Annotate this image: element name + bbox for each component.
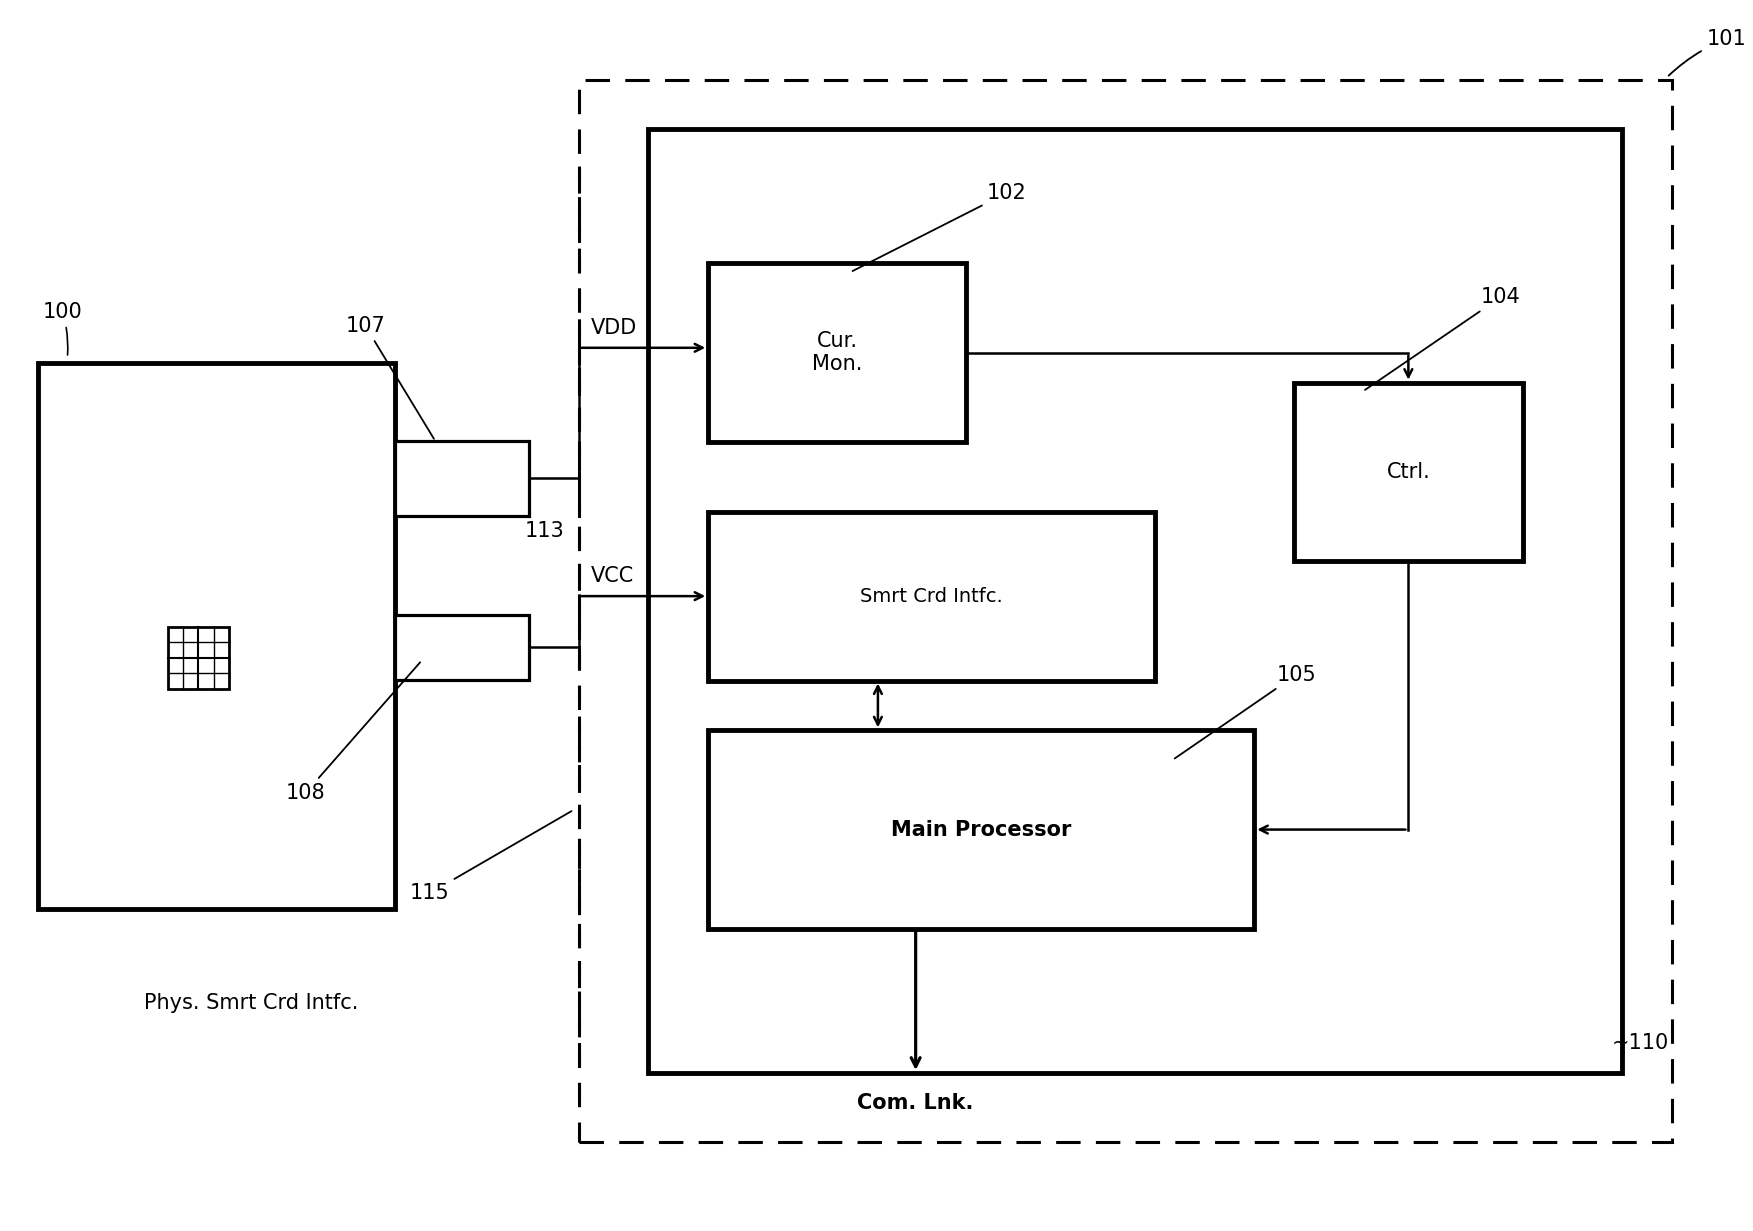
Text: 100: 100: [42, 302, 82, 355]
Text: 113: 113: [524, 521, 564, 540]
Text: ~110: ~110: [1613, 1033, 1669, 1053]
Text: 102: 102: [852, 182, 1027, 271]
Text: 104: 104: [1366, 287, 1520, 390]
Text: 115: 115: [410, 811, 571, 904]
Text: Cur.
Mon.: Cur. Mon.: [812, 331, 862, 374]
Bar: [37, 363, 394, 908]
Bar: [394, 616, 529, 680]
Text: Smrt Crd Intfc.: Smrt Crd Intfc.: [861, 587, 1003, 606]
Text: 101: 101: [1669, 28, 1746, 75]
Text: Ctrl.: Ctrl.: [1387, 462, 1430, 483]
Text: VDD: VDD: [591, 318, 636, 337]
Bar: [708, 263, 966, 442]
Text: Com. Lnk.: Com. Lnk.: [857, 1093, 975, 1113]
Text: 105: 105: [1175, 665, 1317, 758]
Text: VCC: VCC: [591, 566, 635, 586]
Bar: [168, 627, 230, 688]
Text: 108: 108: [286, 662, 421, 803]
Text: Phys. Smrt Crd Intfc.: Phys. Smrt Crd Intfc.: [144, 993, 358, 1013]
Bar: [394, 441, 529, 516]
Bar: [1294, 383, 1523, 561]
Text: Main Processor: Main Processor: [891, 820, 1071, 840]
Bar: [649, 129, 1622, 1073]
Bar: [708, 730, 1255, 929]
Text: 107: 107: [345, 316, 435, 438]
Bar: [578, 80, 1672, 1142]
Bar: [708, 512, 1155, 681]
